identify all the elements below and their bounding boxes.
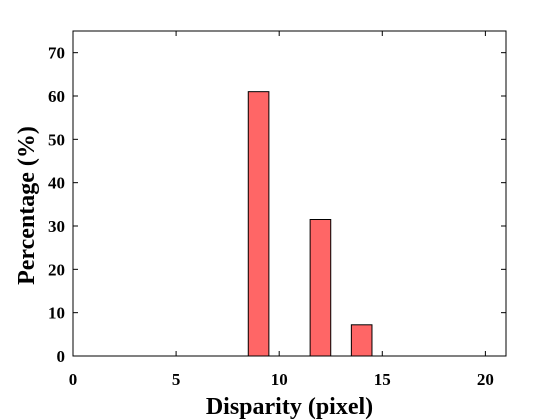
plot-frame [72,30,507,357]
y-tick-label-20: 20 [48,260,65,279]
y-tick-label-30: 30 [48,217,65,236]
bar-9 [247,91,270,357]
x-tick-label-20: 20 [477,370,494,389]
y-tick-label-10: 10 [48,304,65,323]
y-axis-title: Percentage (%) [14,126,40,285]
y-tick-label-70: 70 [48,44,65,63]
y-tick-label-0: 0 [57,347,66,366]
bar-14 [350,324,373,357]
ticks-layer: 0 5 10 15 20 0 10 20 30 40 50 60 70 [48,31,506,389]
x-tick-label-10: 10 [271,370,288,389]
x-axis-title: Disparity (pixel) [206,394,373,420]
bars-layer [247,91,373,357]
x-tick-label-0: 0 [69,370,78,389]
x-tick-label-5: 5 [172,370,181,389]
y-tick-label-60: 60 [48,87,65,106]
bar-12 [309,219,332,357]
x-tick-label-15: 15 [374,370,391,389]
y-tick-label-50: 50 [48,130,65,149]
y-tick-label-40: 40 [48,174,65,193]
